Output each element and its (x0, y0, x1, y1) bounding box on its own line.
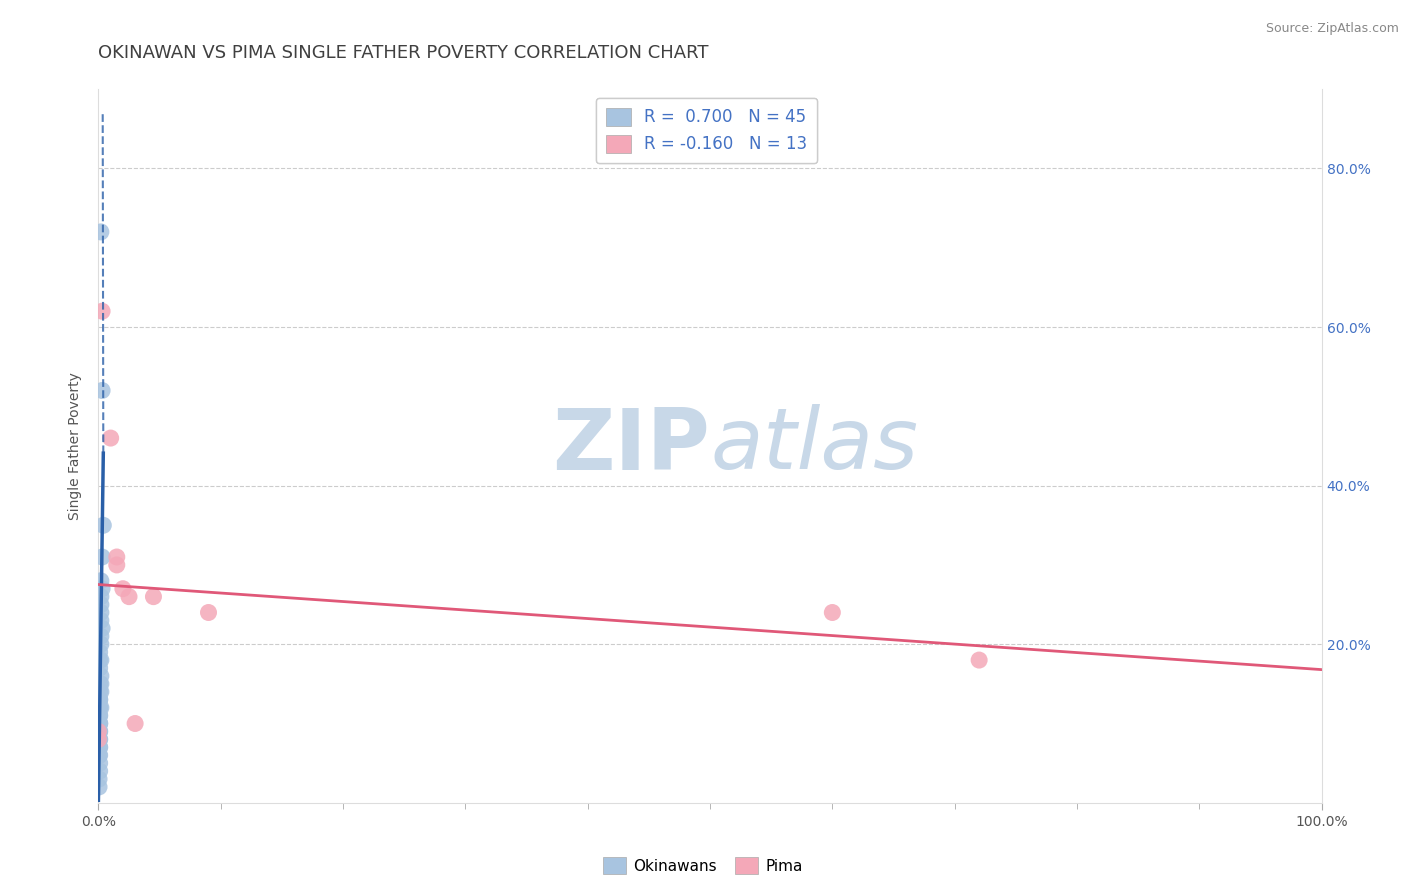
Point (89, 716, 111, 731)
Y-axis label: Single Father Poverty: Single Father Poverty (69, 372, 83, 520)
Point (90, 629, 112, 643)
Point (821, 606, 844, 620)
Point (87, 724, 110, 739)
Point (90, 700, 112, 714)
Point (90, 225, 112, 239)
Text: ZIP: ZIP (553, 404, 710, 488)
Point (90, 606, 112, 620)
Point (111, 582, 134, 596)
Point (100, 431, 122, 445)
Point (90, 685, 112, 699)
Point (124, 716, 146, 731)
Point (89, 661, 111, 675)
Point (89, 748, 111, 763)
Point (89, 645, 111, 659)
Point (89, 700, 111, 714)
Point (87, 780, 110, 794)
Legend: Okinawans, Pima: Okinawans, Pima (596, 851, 810, 880)
Point (89, 716, 111, 731)
Point (87, 732, 110, 747)
Point (89, 692, 111, 706)
Point (90, 574, 112, 588)
Point (90, 637, 112, 651)
Text: Source: ZipAtlas.com: Source: ZipAtlas.com (1265, 22, 1399, 36)
Point (89, 692, 111, 706)
Point (89, 732, 111, 747)
Point (118, 590, 141, 604)
Point (91, 384, 114, 398)
Point (91, 621, 114, 635)
Legend: R =  0.700   N = 45, R = -0.160   N = 13: R = 0.700 N = 45, R = -0.160 N = 13 (596, 97, 817, 163)
Point (105, 549, 128, 564)
Point (89, 653, 111, 667)
Point (197, 606, 219, 620)
Point (90, 653, 112, 667)
Point (89, 756, 111, 771)
Text: atlas: atlas (710, 404, 918, 488)
Point (91, 582, 114, 596)
Point (967, 653, 990, 667)
Point (91, 518, 114, 533)
Point (89, 740, 111, 755)
Point (89, 732, 111, 747)
Point (87, 772, 110, 786)
Point (89, 700, 111, 714)
Point (90, 669, 112, 683)
Point (91, 304, 114, 318)
Point (89, 708, 111, 723)
Text: OKINAWAN VS PIMA SINGLE FATHER POVERTY CORRELATION CHART: OKINAWAN VS PIMA SINGLE FATHER POVERTY C… (98, 45, 709, 62)
Point (89, 685, 111, 699)
Point (89, 708, 111, 723)
Point (89, 724, 111, 739)
Point (87, 748, 110, 763)
Point (89, 740, 111, 755)
Point (142, 590, 165, 604)
Point (89, 724, 111, 739)
Point (89, 677, 111, 691)
Point (89, 692, 111, 706)
Point (90, 590, 112, 604)
Point (89, 764, 111, 778)
Point (90, 677, 112, 691)
Point (89, 716, 111, 731)
Point (105, 558, 128, 572)
Point (90, 598, 112, 612)
Point (90, 614, 112, 628)
Point (91, 549, 114, 564)
